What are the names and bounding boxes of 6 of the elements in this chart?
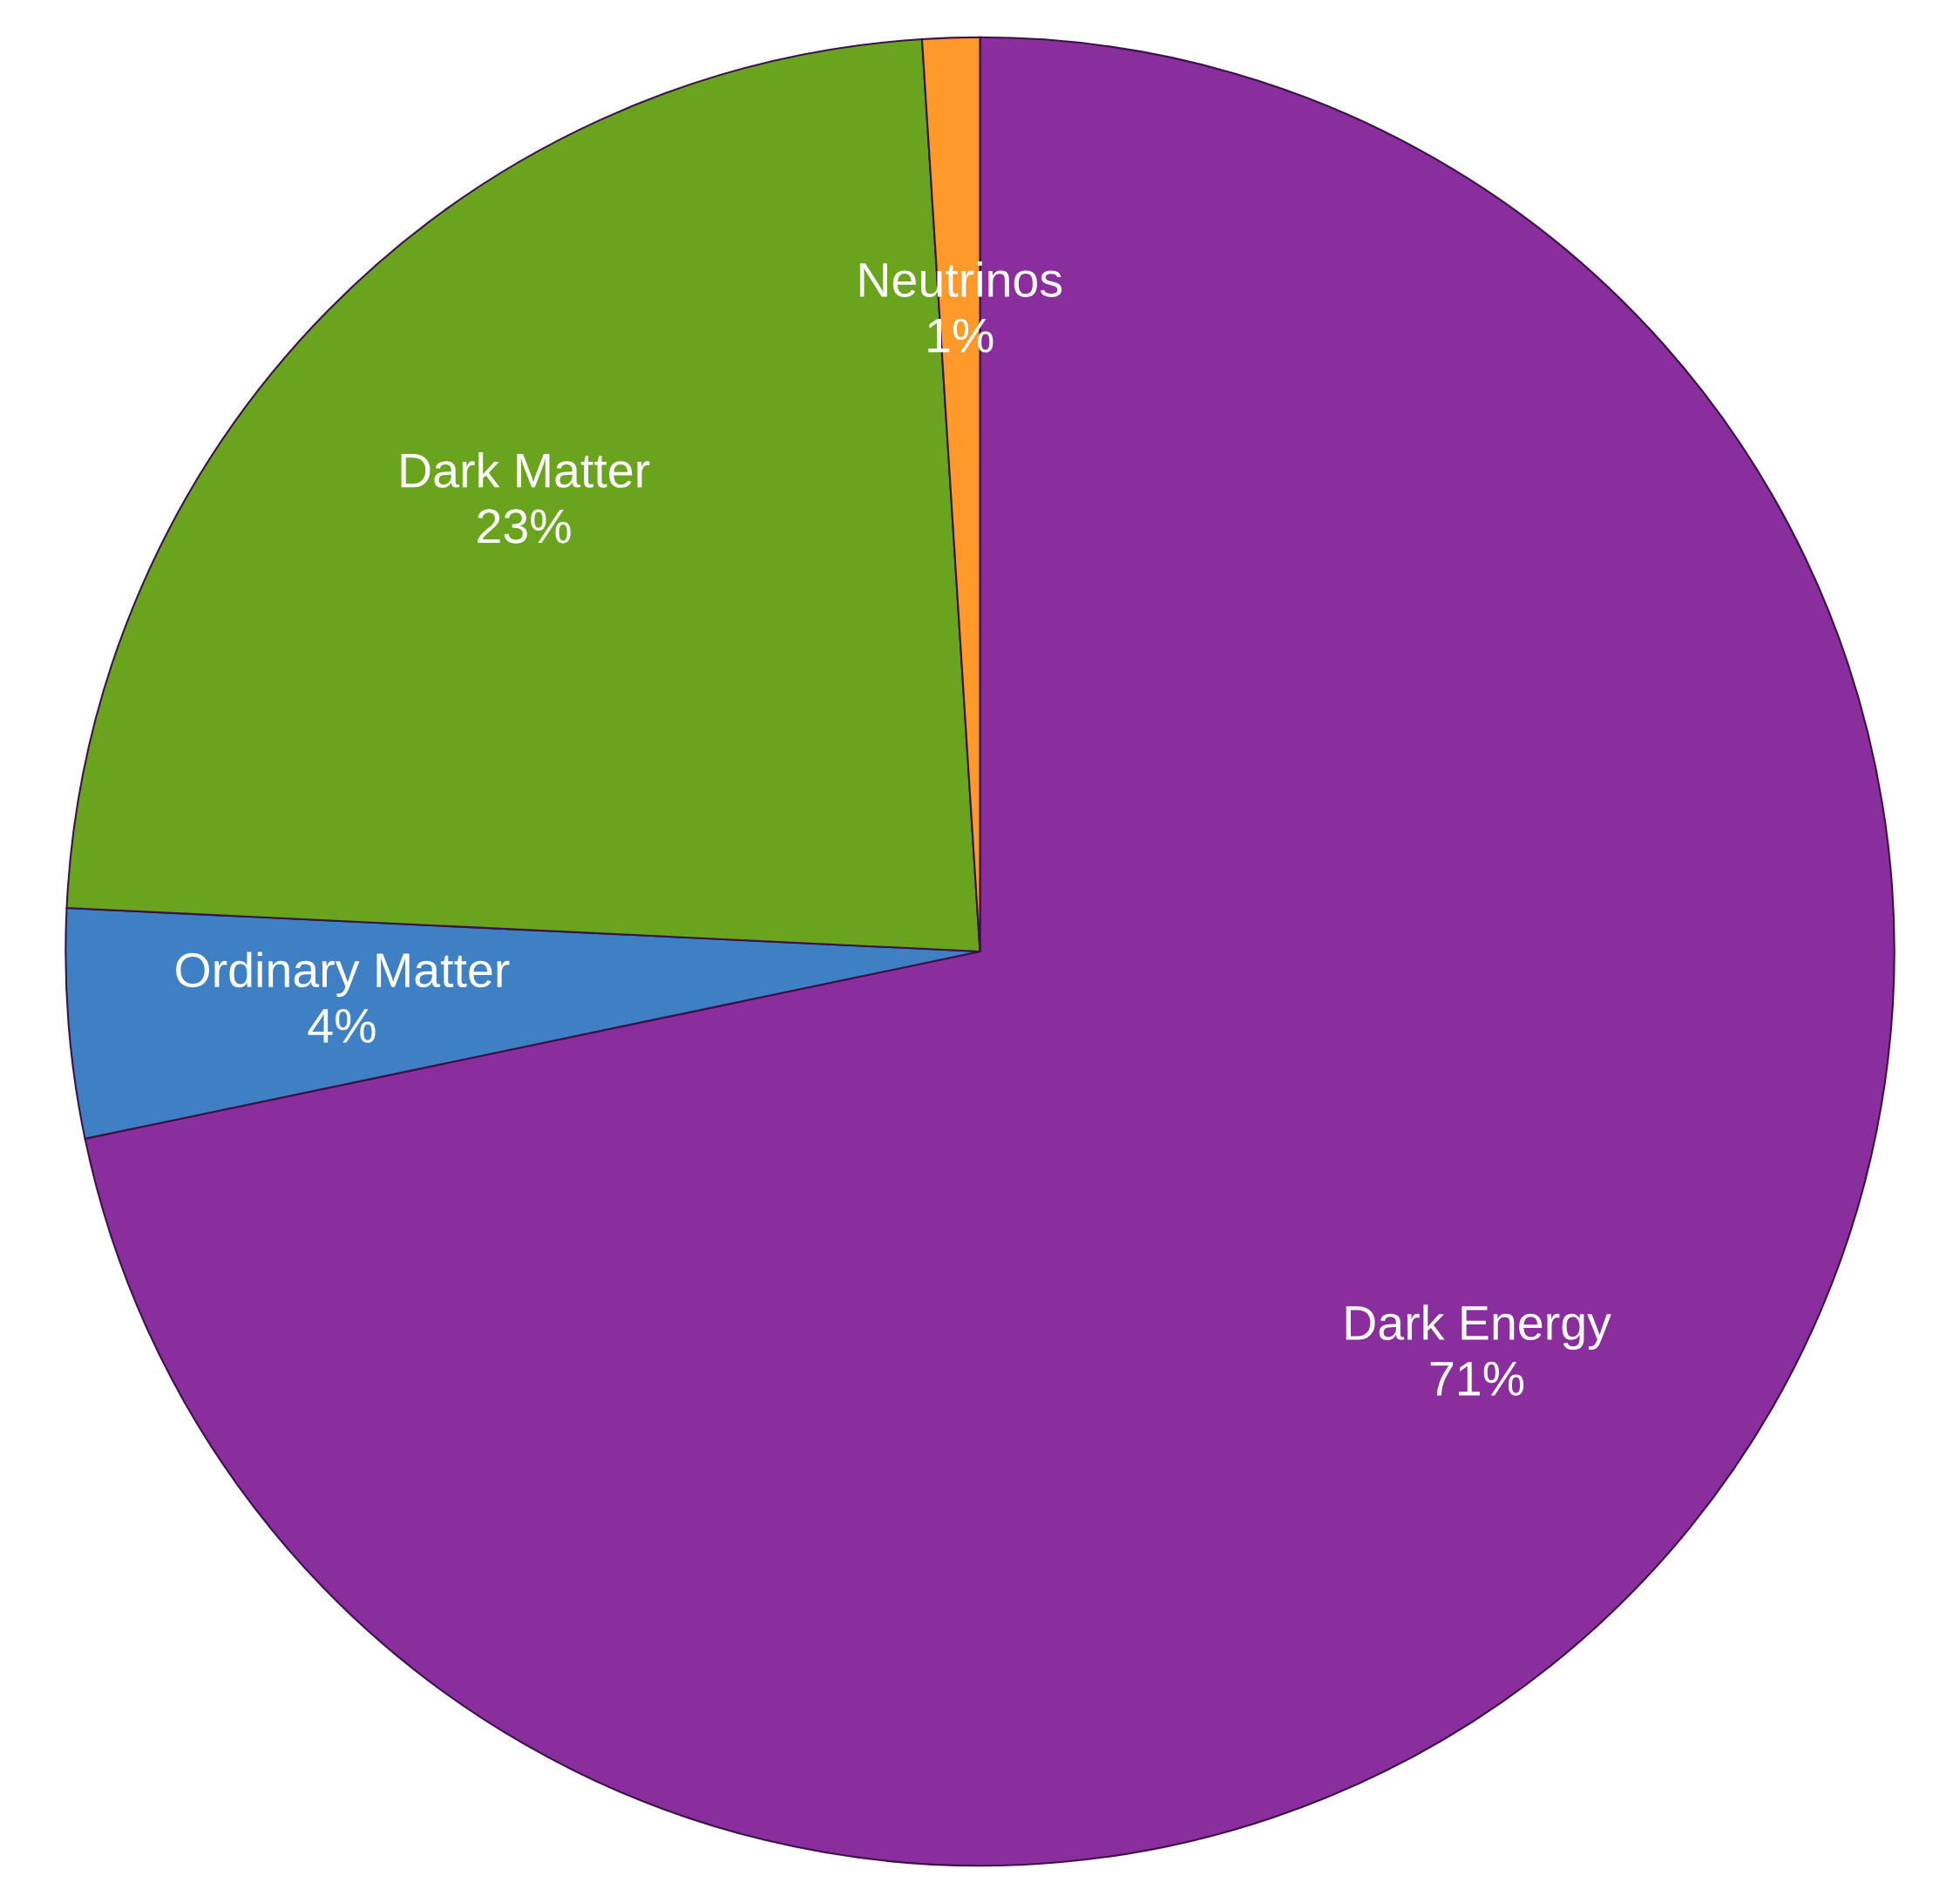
data-label: 4% [308,1008,376,1043]
slice-label: Dark Matter [401,451,650,488]
slice-label: Dark Energy [1346,1304,1611,1351]
slice-label: Ordinary Matter [176,952,510,998]
data-label: 71% [1430,1361,1524,1396]
data-label: 23% [478,509,571,544]
